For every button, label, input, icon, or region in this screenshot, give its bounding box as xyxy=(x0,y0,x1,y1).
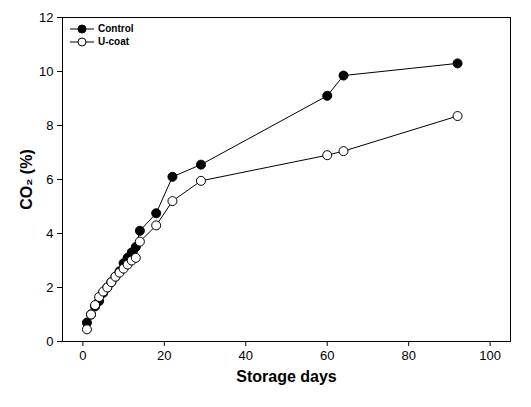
svg-text:0: 0 xyxy=(79,348,86,363)
svg-text:4: 4 xyxy=(46,226,53,241)
svg-text:2: 2 xyxy=(46,280,53,295)
html-text:U-coat: U-coat xyxy=(98,36,130,47)
svg-text:40: 40 xyxy=(239,348,253,363)
svg-text:80: 80 xyxy=(401,348,415,363)
svg-text:20: 20 xyxy=(157,348,171,363)
svg-text:CO₂ (%): CO₂ (%) xyxy=(18,149,35,209)
html-text:Control: Control xyxy=(98,23,134,34)
svg-text:Storage days: Storage days xyxy=(236,368,337,385)
svg-text:12: 12 xyxy=(39,10,53,25)
svg-text:100: 100 xyxy=(479,348,501,363)
svg-text:8: 8 xyxy=(46,118,53,133)
svg-text:60: 60 xyxy=(320,348,334,363)
svg-text:6: 6 xyxy=(46,172,53,187)
svg-text:0: 0 xyxy=(46,334,53,349)
svg-text:10: 10 xyxy=(39,64,53,79)
